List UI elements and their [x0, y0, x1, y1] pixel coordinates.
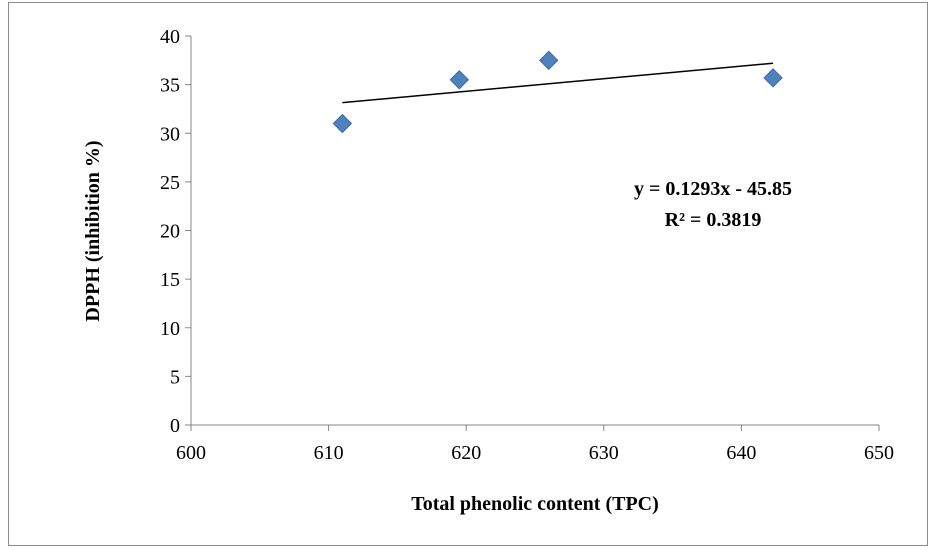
y-tick-label: 40	[160, 26, 180, 48]
data-point	[539, 50, 559, 71]
x-tick-label: 630	[589, 442, 619, 464]
x-axis-title: Total phenolic content (TPC)	[411, 493, 659, 515]
y-tick-label: 0	[170, 415, 180, 437]
chart-frame	[8, 2, 928, 546]
y-axis-title: DPPH (inhibition %)	[82, 140, 104, 321]
y-tick-label: 15	[160, 269, 180, 291]
x-tick-label: 620	[451, 442, 481, 464]
y-tick-label: 35	[160, 75, 180, 97]
axes	[190, 36, 879, 426]
trendline-layer	[342, 62, 774, 104]
x-tick-label: 610	[314, 442, 344, 464]
y-ticks: 0 5 10 15 20 25 30 35 40	[160, 26, 191, 437]
trendline-equation: y = 0.1293x - 45.85	[634, 178, 792, 200]
x-tick-label: 650	[864, 442, 894, 464]
y-tick-label: 5	[170, 366, 180, 388]
x-tick-label: 600	[176, 442, 206, 464]
x-ticks: 600 610 620 630 640 650	[176, 425, 894, 464]
data-points	[332, 50, 783, 134]
data-point	[332, 113, 353, 134]
data-point	[449, 70, 470, 90]
trendline	[342, 62, 774, 104]
x-tick-label: 640	[726, 442, 756, 464]
data-point	[763, 68, 783, 88]
y-tick-label: 10	[160, 318, 180, 340]
trendline-r-squared: R² = 0.3819	[665, 209, 762, 231]
y-tick-label: 20	[160, 221, 180, 243]
y-tick-label: 25	[160, 172, 180, 194]
y-tick-label: 30	[160, 123, 180, 145]
